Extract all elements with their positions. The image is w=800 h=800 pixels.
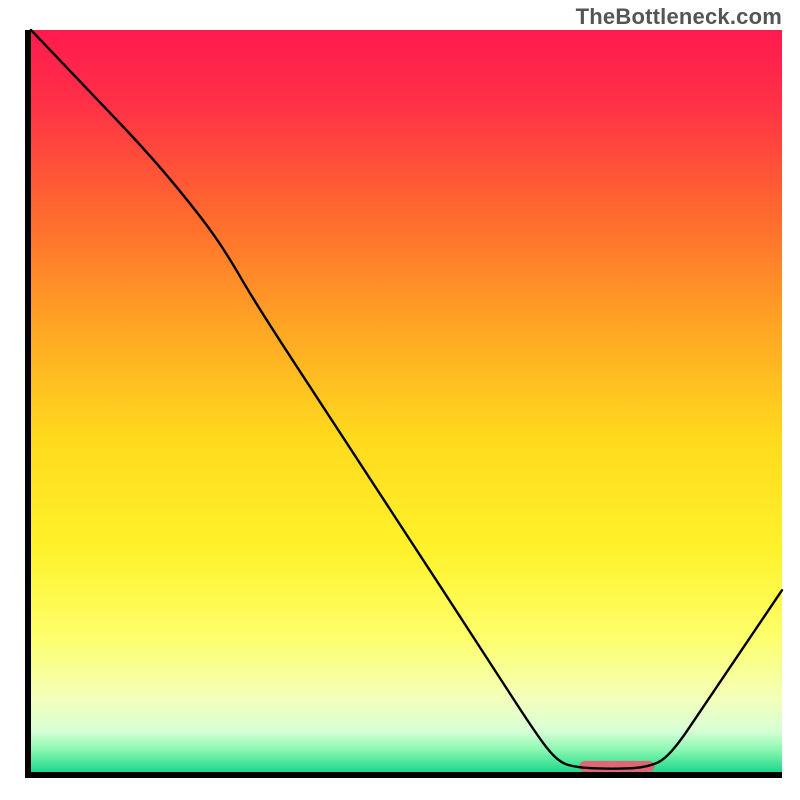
bottleneck-chart — [0, 0, 800, 800]
watermark-text: TheBottleneck.com — [576, 4, 782, 30]
chart-container: TheBottleneck.com — [0, 0, 800, 800]
plot-background — [31, 30, 782, 772]
